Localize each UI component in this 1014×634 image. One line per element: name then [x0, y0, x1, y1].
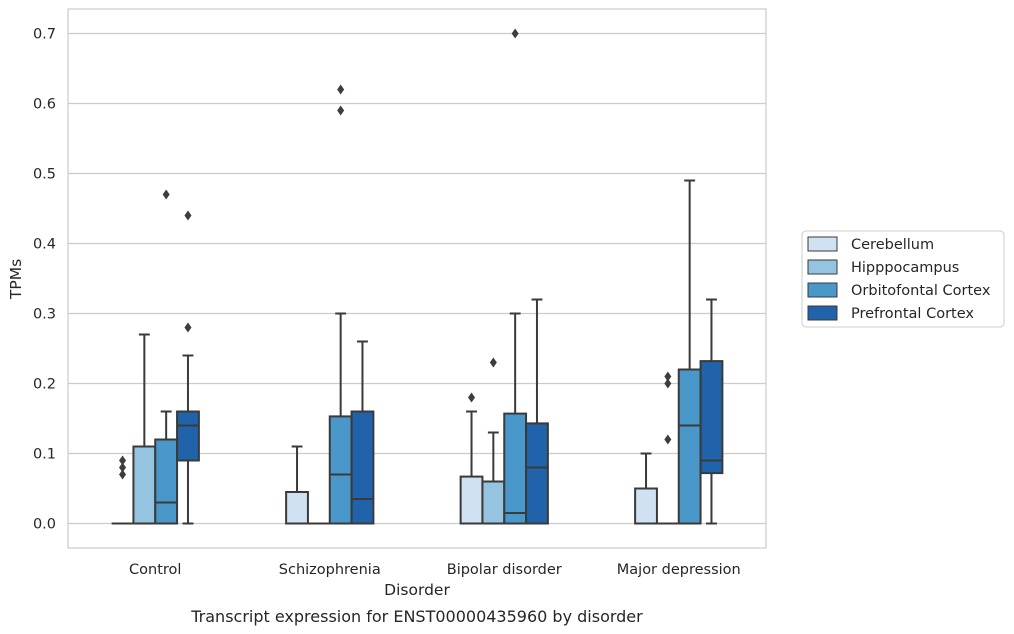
outlier-point: [489, 357, 497, 368]
x-tick-label: Schizophrenia: [279, 562, 381, 578]
box-orbitofontal-cortex: [154, 189, 179, 525]
box-cerebellum: [634, 452, 658, 525]
box-body: [350, 410, 375, 525]
legend-label: Orbitofontal Cortex: [851, 283, 991, 299]
legend-swatch: [807, 236, 838, 252]
legend-swatch: [807, 305, 838, 321]
box-body: [132, 445, 157, 525]
x-tick-label: Bipolar disorder: [447, 562, 562, 578]
outlier-point: [162, 189, 170, 200]
box-body: [677, 368, 702, 525]
outlier-point: [337, 84, 345, 95]
box-cerebellum: [111, 455, 134, 525]
box-body: [481, 480, 506, 525]
box-cerebellum: [285, 445, 309, 525]
outlier-point: [664, 434, 672, 445]
x-tick-labels: Control Schizophrenia Bipolar disorder Majo…: [129, 562, 741, 578]
x-axis-label: Disorder: [384, 581, 450, 599]
box-body: [503, 412, 528, 525]
outlier-point: [337, 105, 345, 116]
outlier-point: [511, 28, 519, 39]
box-prefrontal-cortex: [525, 298, 549, 525]
outlier-point: [119, 469, 127, 480]
legend-swatch: [807, 259, 838, 275]
box-orbitofontal-cortex: [328, 84, 353, 525]
y-axis-label: TPMs: [7, 259, 25, 300]
y-tick-labels: 0.0 0.1 0.2 0.3 0.4 0.5 0.6 0.7: [33, 27, 56, 533]
legend: Cerebellum Hipppocampus Orbitofontal Corte…: [801, 230, 1005, 328]
outlier-point: [119, 455, 127, 466]
outlier-point: [184, 210, 192, 221]
outlier-point: [468, 392, 476, 403]
chart-caption: Transcript expression for ENST0000043596…: [190, 607, 643, 626]
box-orbitofontal-cortex: [503, 28, 528, 525]
y-tick-label: 0.5: [33, 167, 56, 183]
box-prefrontal-cortex: [350, 340, 375, 525]
box-body: [154, 438, 179, 525]
legend-frame: [801, 230, 1005, 328]
box-body: [285, 491, 309, 525]
y-tick-label: 0.1: [33, 447, 56, 463]
legend-label: Hipppocampus: [851, 260, 959, 276]
x-tick-label: Control: [129, 562, 181, 578]
y-tick-label: 0.3: [33, 307, 56, 323]
box-prefrontal-cortex: [176, 210, 200, 525]
outlier-point: [664, 378, 672, 389]
box-body: [176, 410, 200, 462]
box-orbitofontal-cortex: [677, 179, 702, 525]
outlier-point: [184, 322, 192, 333]
box-hipppocampus: [481, 357, 506, 525]
legend-label: Cerebellum: [851, 237, 934, 253]
box-hipppocampus: [132, 333, 157, 525]
y-tick-label: 0.2: [33, 377, 56, 393]
box-body: [634, 487, 658, 525]
box-prefrontal-cortex: [699, 298, 724, 525]
box-body: [459, 475, 484, 525]
box-body: [525, 422, 549, 525]
boxes: [111, 28, 724, 525]
box-body: [328, 415, 353, 525]
y-tick-label: 0.4: [33, 237, 56, 253]
x-tick-label: Major depression: [617, 562, 741, 578]
box-body: [699, 360, 724, 475]
plot-frame: [67, 8, 767, 549]
y-tick-label: 0.0: [33, 517, 56, 533]
outlier-point: [664, 371, 672, 382]
outlier-point: [119, 462, 127, 473]
y-tick-label: 0.6: [33, 97, 56, 113]
legend-label: Prefrontal Cortex: [851, 306, 974, 322]
legend-swatch: [807, 282, 838, 298]
y-tick-label: 0.7: [33, 27, 56, 43]
box-hipppocampus: [656, 371, 679, 525]
box-cerebellum: [459, 392, 484, 525]
